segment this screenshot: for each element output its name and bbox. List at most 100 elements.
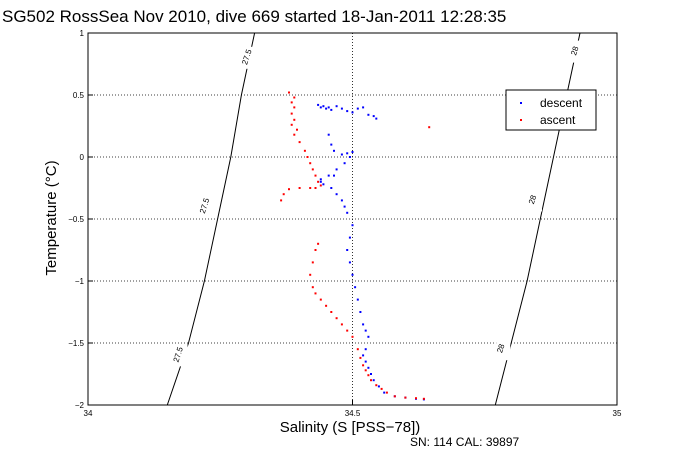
descent-point (356, 107, 359, 110)
contour-label-bg (173, 344, 188, 367)
descent-point (346, 110, 349, 113)
ascent-point (317, 180, 320, 183)
descent-point (364, 329, 367, 332)
y-tick-label: −0.5 (68, 215, 84, 224)
y-tick-label: −1 (75, 277, 85, 286)
ascent-point (364, 369, 367, 372)
ascent-point (309, 162, 312, 165)
ascent-point (422, 397, 425, 400)
ascent-point (303, 149, 306, 152)
contour-label-bg (528, 189, 543, 212)
descent-point (335, 168, 338, 171)
descent-point (346, 152, 349, 155)
ascent-point (298, 141, 301, 144)
descent-point (319, 178, 322, 181)
ascent-point (319, 184, 322, 187)
ascent-point (325, 304, 328, 307)
legend-marker-ascent (520, 119, 522, 121)
descent-point (351, 224, 354, 227)
descent-point (351, 273, 354, 276)
ascent-point (385, 391, 388, 394)
descent-point (335, 105, 338, 108)
ascent-point (293, 96, 296, 99)
descent-point (356, 298, 359, 301)
descent-point (351, 151, 354, 153)
descent-point (377, 385, 380, 388)
contour-label-bg (496, 338, 511, 361)
ascent-point (415, 397, 417, 400)
ascent-point (340, 323, 343, 326)
descent-point (340, 153, 343, 156)
descent-point (348, 261, 351, 264)
ascent-point (356, 348, 359, 351)
contour-label: 28 (569, 45, 580, 57)
contour-label: 28 (527, 193, 538, 205)
ascent-point (314, 249, 317, 251)
descent-point (330, 143, 333, 146)
ascent-point (375, 384, 378, 387)
descent-point (333, 174, 335, 177)
descent-point (346, 211, 349, 214)
descent-point (367, 335, 370, 338)
descent-point (375, 117, 378, 120)
descent-point (351, 111, 354, 114)
legend-marker-descent (520, 102, 522, 104)
y-axis-label: Temperature (°C) (43, 160, 60, 275)
ascent-point (314, 292, 317, 295)
descent-point (364, 348, 367, 351)
descent-point (370, 373, 372, 375)
ascent-point (288, 91, 290, 94)
descent-point (359, 311, 362, 313)
descent-point (362, 354, 365, 357)
density-contour-line (166, 32, 256, 406)
chart-title: SG502 RossSea Nov 2010, dive 669 started… (2, 7, 506, 26)
contour-label-bg (570, 40, 585, 63)
descent-point (367, 113, 370, 116)
descent-point (333, 149, 335, 152)
ascent-point (362, 364, 365, 367)
descent-point (327, 174, 330, 177)
ascent-point (311, 168, 314, 171)
ascent-point (293, 118, 296, 121)
descent-point (330, 187, 333, 189)
ascent-point (359, 356, 362, 359)
y-tick-label: 0.5 (73, 91, 85, 100)
descent-point (340, 107, 343, 110)
ascent-point (330, 311, 333, 313)
descent-point (367, 366, 370, 369)
descent-point (372, 379, 375, 382)
x-axis-label: Salinity (S [PSS−78]) (280, 419, 420, 436)
ascent-point (311, 261, 314, 264)
ascent-point (428, 126, 431, 129)
ascent-point (314, 187, 317, 189)
ascent-point (296, 128, 298, 131)
descent-point (319, 180, 322, 183)
contour-label: 28 (495, 342, 506, 354)
y-tick-label: 0 (80, 153, 85, 162)
ascent-point (370, 379, 372, 382)
y-tick-label: 1 (80, 29, 85, 38)
ascent-point (309, 187, 312, 189)
descent-point (340, 199, 343, 202)
legend-label-ascent: ascent (540, 113, 576, 127)
ascent-point (306, 156, 309, 158)
ascent-point (290, 123, 293, 126)
descent-point (335, 193, 338, 196)
ascent-point (319, 298, 322, 301)
ascent-point (380, 387, 383, 390)
descent-point (343, 205, 346, 208)
ascent-point (293, 133, 296, 136)
ascent-point (298, 187, 301, 189)
ascent-point (293, 106, 296, 109)
ascent-point (282, 193, 285, 196)
ascent-point (367, 374, 370, 377)
descent-point (348, 156, 351, 158)
x-tick-label: 34.5 (345, 409, 361, 418)
descent-point (346, 249, 349, 251)
contour-label-bg (242, 46, 257, 69)
x-tick-label: 34 (84, 409, 93, 418)
contour-label-bg (200, 195, 215, 218)
descent-point (322, 105, 325, 108)
ascent-point (317, 242, 320, 245)
